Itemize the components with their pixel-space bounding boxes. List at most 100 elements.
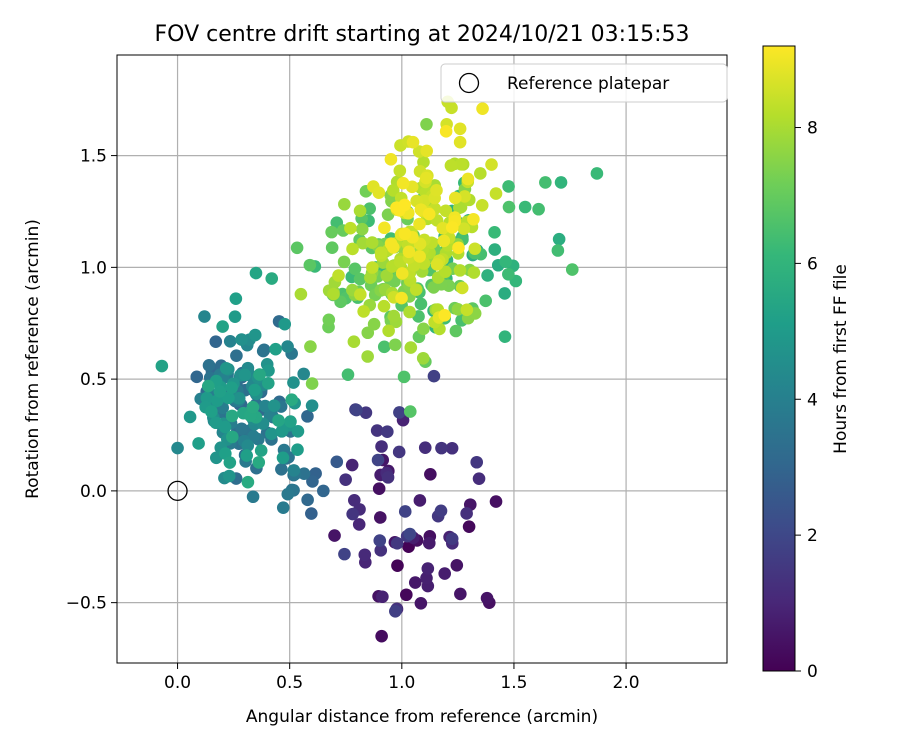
data-point	[305, 399, 319, 412]
data-point	[330, 455, 344, 469]
data-point	[365, 236, 379, 249]
data-point	[377, 340, 391, 354]
data-point	[267, 399, 281, 413]
data-point	[285, 393, 299, 407]
data-point	[306, 475, 319, 488]
data-point	[222, 391, 235, 405]
data-point	[356, 236, 370, 250]
data-point	[261, 376, 275, 390]
data-point	[391, 559, 404, 572]
data-point	[358, 548, 372, 562]
data-point	[532, 202, 545, 216]
reference-platepar-marker	[167, 480, 188, 502]
colorbar	[762, 45, 796, 672]
data-point	[297, 367, 310, 381]
data-point	[338, 547, 351, 561]
data-point	[422, 536, 436, 550]
data-point	[353, 204, 367, 218]
data-point	[413, 217, 426, 231]
data-point	[403, 405, 417, 418]
data-point	[213, 385, 227, 398]
data-point	[305, 507, 318, 520]
data-point	[171, 441, 184, 455]
data-point	[359, 406, 373, 419]
data-point	[398, 227, 412, 241]
data-point	[339, 473, 352, 486]
data-point	[252, 456, 266, 469]
data-point	[380, 269, 394, 282]
data-point	[539, 176, 552, 189]
data-point	[392, 445, 406, 459]
data-point	[223, 334, 237, 348]
data-point	[241, 475, 255, 489]
data-point	[291, 424, 305, 438]
data-point	[402, 245, 416, 259]
data-point	[498, 287, 511, 300]
data-point	[452, 241, 465, 255]
data-point	[389, 605, 402, 618]
data-point	[294, 287, 308, 301]
data-point	[386, 184, 400, 197]
data-point	[328, 529, 341, 542]
data-point	[357, 305, 370, 318]
data-point	[481, 269, 494, 282]
data-point	[317, 484, 330, 498]
data-point	[361, 326, 375, 340]
data-point	[337, 255, 351, 269]
colorbar-tick-label: 2	[807, 526, 818, 546]
x-axis-ticks: 0.0 0.5 1.0 1.5 2.0	[164, 663, 640, 693]
data-point	[485, 158, 498, 171]
data-point	[460, 303, 474, 317]
y-tick-label: 1.0	[80, 258, 107, 278]
data-point	[439, 204, 453, 218]
data-point	[551, 244, 565, 257]
data-point	[489, 495, 503, 508]
data-point	[430, 184, 443, 197]
colorbar-label: Hours from first FF file	[831, 264, 851, 454]
data-point	[301, 493, 314, 507]
data-point	[225, 409, 239, 423]
data-point	[332, 269, 345, 282]
data-point	[445, 532, 459, 545]
data-point	[183, 410, 197, 424]
data-point	[375, 629, 388, 643]
data-point	[393, 164, 407, 178]
data-point	[455, 281, 469, 295]
data-point	[370, 424, 384, 437]
data-point	[248, 328, 262, 342]
data-point	[552, 232, 566, 246]
data-point	[565, 263, 579, 276]
colorbar-tick-label: 4	[807, 390, 818, 410]
data-point	[192, 437, 205, 450]
data-point	[453, 135, 467, 149]
data-point	[406, 135, 420, 149]
y-tick-label: 0.5	[80, 370, 107, 390]
data-point	[222, 469, 236, 483]
data-point	[427, 369, 441, 383]
data-point	[499, 255, 512, 268]
data-point	[444, 159, 458, 172]
data-point	[223, 456, 237, 469]
data-point	[454, 158, 468, 171]
data-point	[249, 266, 263, 280]
data-point	[205, 405, 218, 418]
chart-title: FOV centre drift starting at 2024/10/21 …	[155, 22, 690, 47]
data-point	[460, 507, 473, 520]
data-point	[403, 305, 416, 319]
plot-frame	[116, 54, 728, 664]
data-point	[414, 297, 428, 311]
data-point	[420, 571, 433, 585]
data-point	[445, 441, 459, 455]
data-point	[219, 361, 233, 375]
data-point	[474, 167, 487, 180]
data-point	[461, 172, 475, 186]
data-point	[253, 368, 266, 381]
data-point	[246, 490, 260, 504]
data-point	[228, 310, 242, 323]
data-point	[278, 317, 292, 331]
data-point	[453, 122, 467, 136]
data-point	[397, 370, 411, 384]
data-point	[303, 258, 317, 272]
data-point	[435, 441, 448, 455]
data-point	[554, 176, 568, 189]
